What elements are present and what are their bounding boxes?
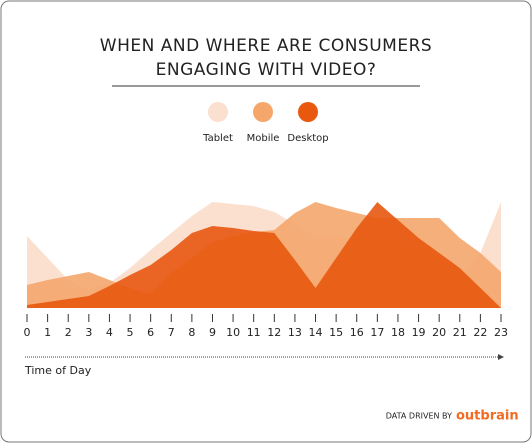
x-tick-label: 21 [453,326,467,339]
x-tick-label: 13 [288,326,302,339]
x-tick-label: 19 [412,326,426,339]
x-tick-label: 6 [147,326,154,339]
x-tick-label: 7 [168,326,175,339]
x-tick-label: 23 [494,326,508,339]
legend-label: Desktop [287,133,328,144]
x-tick-label: 15 [329,326,343,339]
legend-label: Tablet [202,133,233,144]
chart-title: ENGAGING WITH VIDEO? [156,60,377,80]
arrow-head [498,354,504,360]
x-tick-label: 8 [188,326,195,339]
x-tick-label: 18 [391,326,405,339]
area [27,202,501,308]
x-tick-label: 4 [106,326,113,339]
footer: DATA DRIVEN BY [386,412,452,421]
x-tick-label: 10 [226,326,240,339]
x-tick-label: 0 [24,326,31,339]
x-tick-label: 5 [127,326,134,339]
x-tick-label: 3 [85,326,92,339]
x-tick-label: 9 [209,326,216,339]
legend-swatch [208,102,228,122]
chart-title: WHEN AND WHERE ARE CONSUMERS [100,36,432,56]
legend-swatch [298,102,318,122]
x-tick-label: 16 [350,326,364,339]
x-tick-label: 14 [309,326,323,339]
x-tick-label: 11 [247,326,261,339]
x-tick-label: 17 [370,326,384,339]
x-tick-label: 20 [432,326,446,339]
x-tick-label: 1 [44,326,51,339]
legend-label: Mobile [247,133,280,144]
x-tick-label: 12 [267,326,281,339]
legend-swatch [253,102,273,122]
brand: outbrain [456,409,519,424]
x-tick-label: 2 [65,326,72,339]
x-axis-label: Time of Day [24,364,92,377]
x-tick-label: 22 [473,326,487,339]
